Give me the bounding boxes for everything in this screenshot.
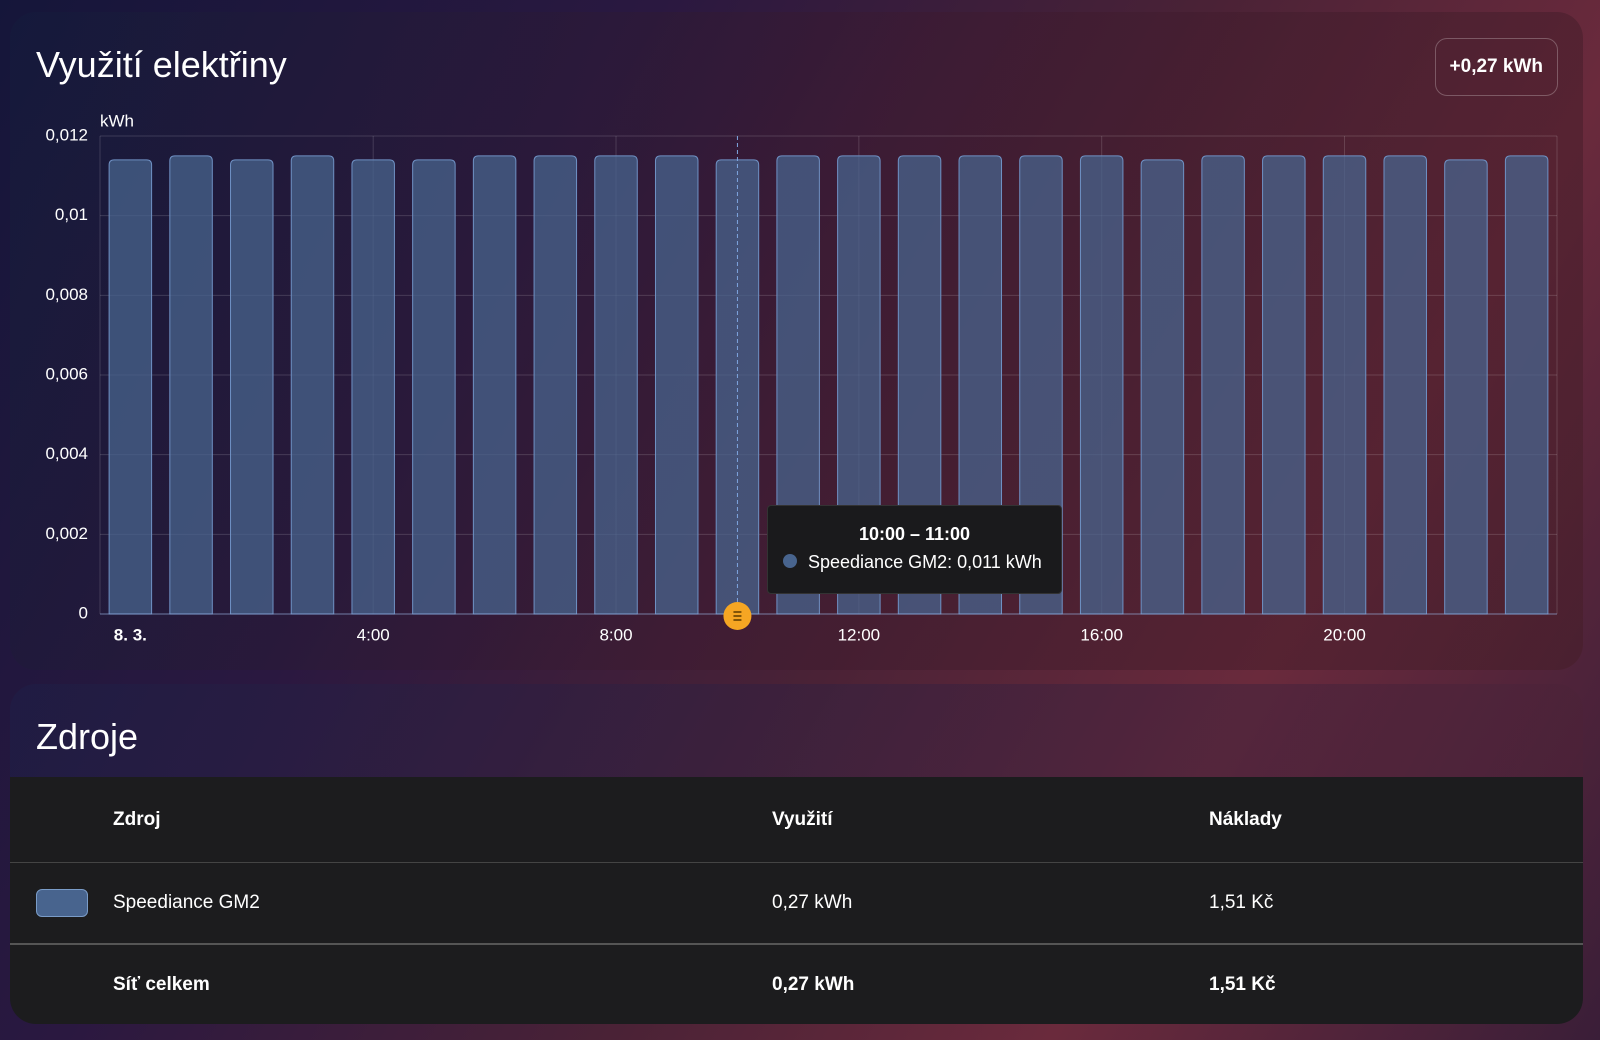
table-header: Zdroj Využití Náklady — [10, 777, 1583, 863]
tooltip: 10:00 – 11:00 Speediance GM2: 0,011 kWh — [767, 505, 1062, 594]
y-tick-label: 0,01 — [55, 205, 88, 224]
bar — [1383, 155, 1427, 615]
bar — [1504, 155, 1549, 615]
bar — [108, 159, 153, 615]
bar — [654, 155, 699, 615]
tooltip-title: 10:00 – 11:00 — [858, 524, 971, 544]
bar — [1019, 155, 1063, 615]
tooltip-marker — [783, 554, 797, 568]
y-tick-label: 0,002 — [45, 524, 88, 543]
bar — [776, 155, 820, 615]
card-title: Využití elektřiny — [36, 44, 287, 85]
bar — [1079, 155, 1124, 615]
column-header: Využití — [772, 808, 833, 830]
bar — [958, 155, 1003, 615]
x-tick-label: 8:00 — [599, 625, 632, 644]
y-tick-label: 0,008 — [45, 285, 88, 304]
table-total-row: Síť celkem 0,27 kWh 1,51 Kč — [10, 945, 1583, 1024]
bar — [1322, 155, 1367, 615]
y-tick-label: 0,012 — [45, 125, 88, 144]
bar — [1444, 159, 1488, 615]
cell: 1,51 Kč — [1209, 973, 1276, 995]
y-tick-label: 0,006 — [45, 364, 88, 383]
column-header: Zdroj — [113, 808, 161, 830]
bar — [169, 155, 213, 615]
x-tick-label: 16:00 — [1080, 625, 1123, 644]
y-tick-label: 0 — [79, 603, 88, 622]
bar — [1262, 155, 1306, 615]
bar — [412, 159, 456, 615]
y-axis-label: kWh — [100, 111, 134, 130]
bar — [1140, 159, 1185, 615]
bar — [472, 155, 517, 615]
sources-table: Zdroj Využití Náklady Speediance GM2 0,2… — [10, 777, 1583, 1024]
bar — [230, 159, 274, 615]
cell: 0,27 kWh — [772, 973, 855, 995]
bar — [290, 155, 335, 615]
x-tick-label: 4:00 — [357, 625, 390, 644]
column-header: Náklady — [1209, 808, 1282, 830]
legend-swatch — [36, 889, 88, 917]
chart: kWh 0 0,002 0,004 0,006 0,008 0,01 0,012 8. 3. 4:… — [45, 111, 1557, 644]
cell: 0,27 kWh — [772, 892, 853, 913]
table-row: Speediance GM2 0,27 kWh 1,51 Kč — [10, 863, 1583, 945]
cell: 1,51 Kč — [1209, 892, 1274, 913]
bar — [594, 155, 638, 615]
total-badge: +0,27 kWh — [1434, 38, 1558, 96]
cell: Síť celkem — [113, 973, 210, 995]
cell: Speediance GM2 — [113, 892, 260, 913]
bar — [351, 159, 395, 615]
bar — [837, 155, 881, 615]
y-tick-label: 0,004 — [45, 444, 88, 463]
bar — [533, 155, 578, 615]
x-tick-label: 12:00 — [838, 625, 881, 644]
sources-card: Zdroje Zdroj Využití Náklady Speediance … — [10, 684, 1583, 1024]
tooltip-text: Speediance GM2: 0,011 kWh — [808, 552, 1042, 572]
bar — [715, 159, 760, 615]
card-title: Zdroje — [36, 716, 139, 757]
x-tick-label: 8. 3. — [114, 625, 147, 644]
bar — [897, 155, 942, 615]
x-tick-label: 20:00 — [1323, 625, 1366, 644]
bar — [1201, 155, 1245, 615]
